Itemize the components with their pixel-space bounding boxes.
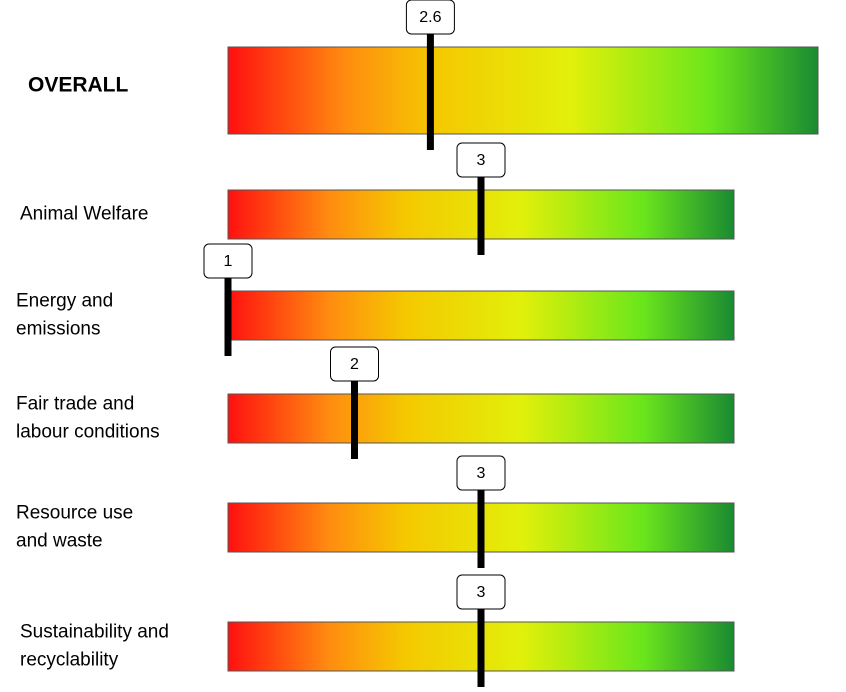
value-label: 2.6 [419, 9, 441, 26]
value-label: 2 [350, 356, 359, 373]
value-box [203, 243, 253, 279]
value-label: 3 [477, 584, 486, 601]
row-label: emissions [16, 319, 100, 340]
value-label: 1 [224, 253, 233, 270]
value-label: 3 [477, 152, 486, 169]
row-label: Fair trade and [16, 394, 134, 415]
value-box [405, 0, 455, 35]
row-label: Energy and [16, 291, 113, 312]
gradient-bar [227, 393, 735, 444]
row-label: and waste [16, 531, 103, 552]
row-label: recyclability [20, 650, 119, 671]
row-label: Resource use [16, 503, 133, 524]
value-label: 3 [477, 465, 486, 482]
overall-label: OVERALL [28, 74, 129, 97]
row-label: labour conditions [16, 422, 160, 443]
value-box [456, 574, 506, 610]
row-label: Sustainability and [20, 622, 169, 643]
value-box [330, 346, 379, 382]
gradient-bar [227, 46, 819, 135]
gradient-bar [227, 290, 735, 341]
value-box [456, 142, 506, 178]
value-box [456, 455, 506, 491]
row-label: Animal Welfare [20, 204, 148, 225]
